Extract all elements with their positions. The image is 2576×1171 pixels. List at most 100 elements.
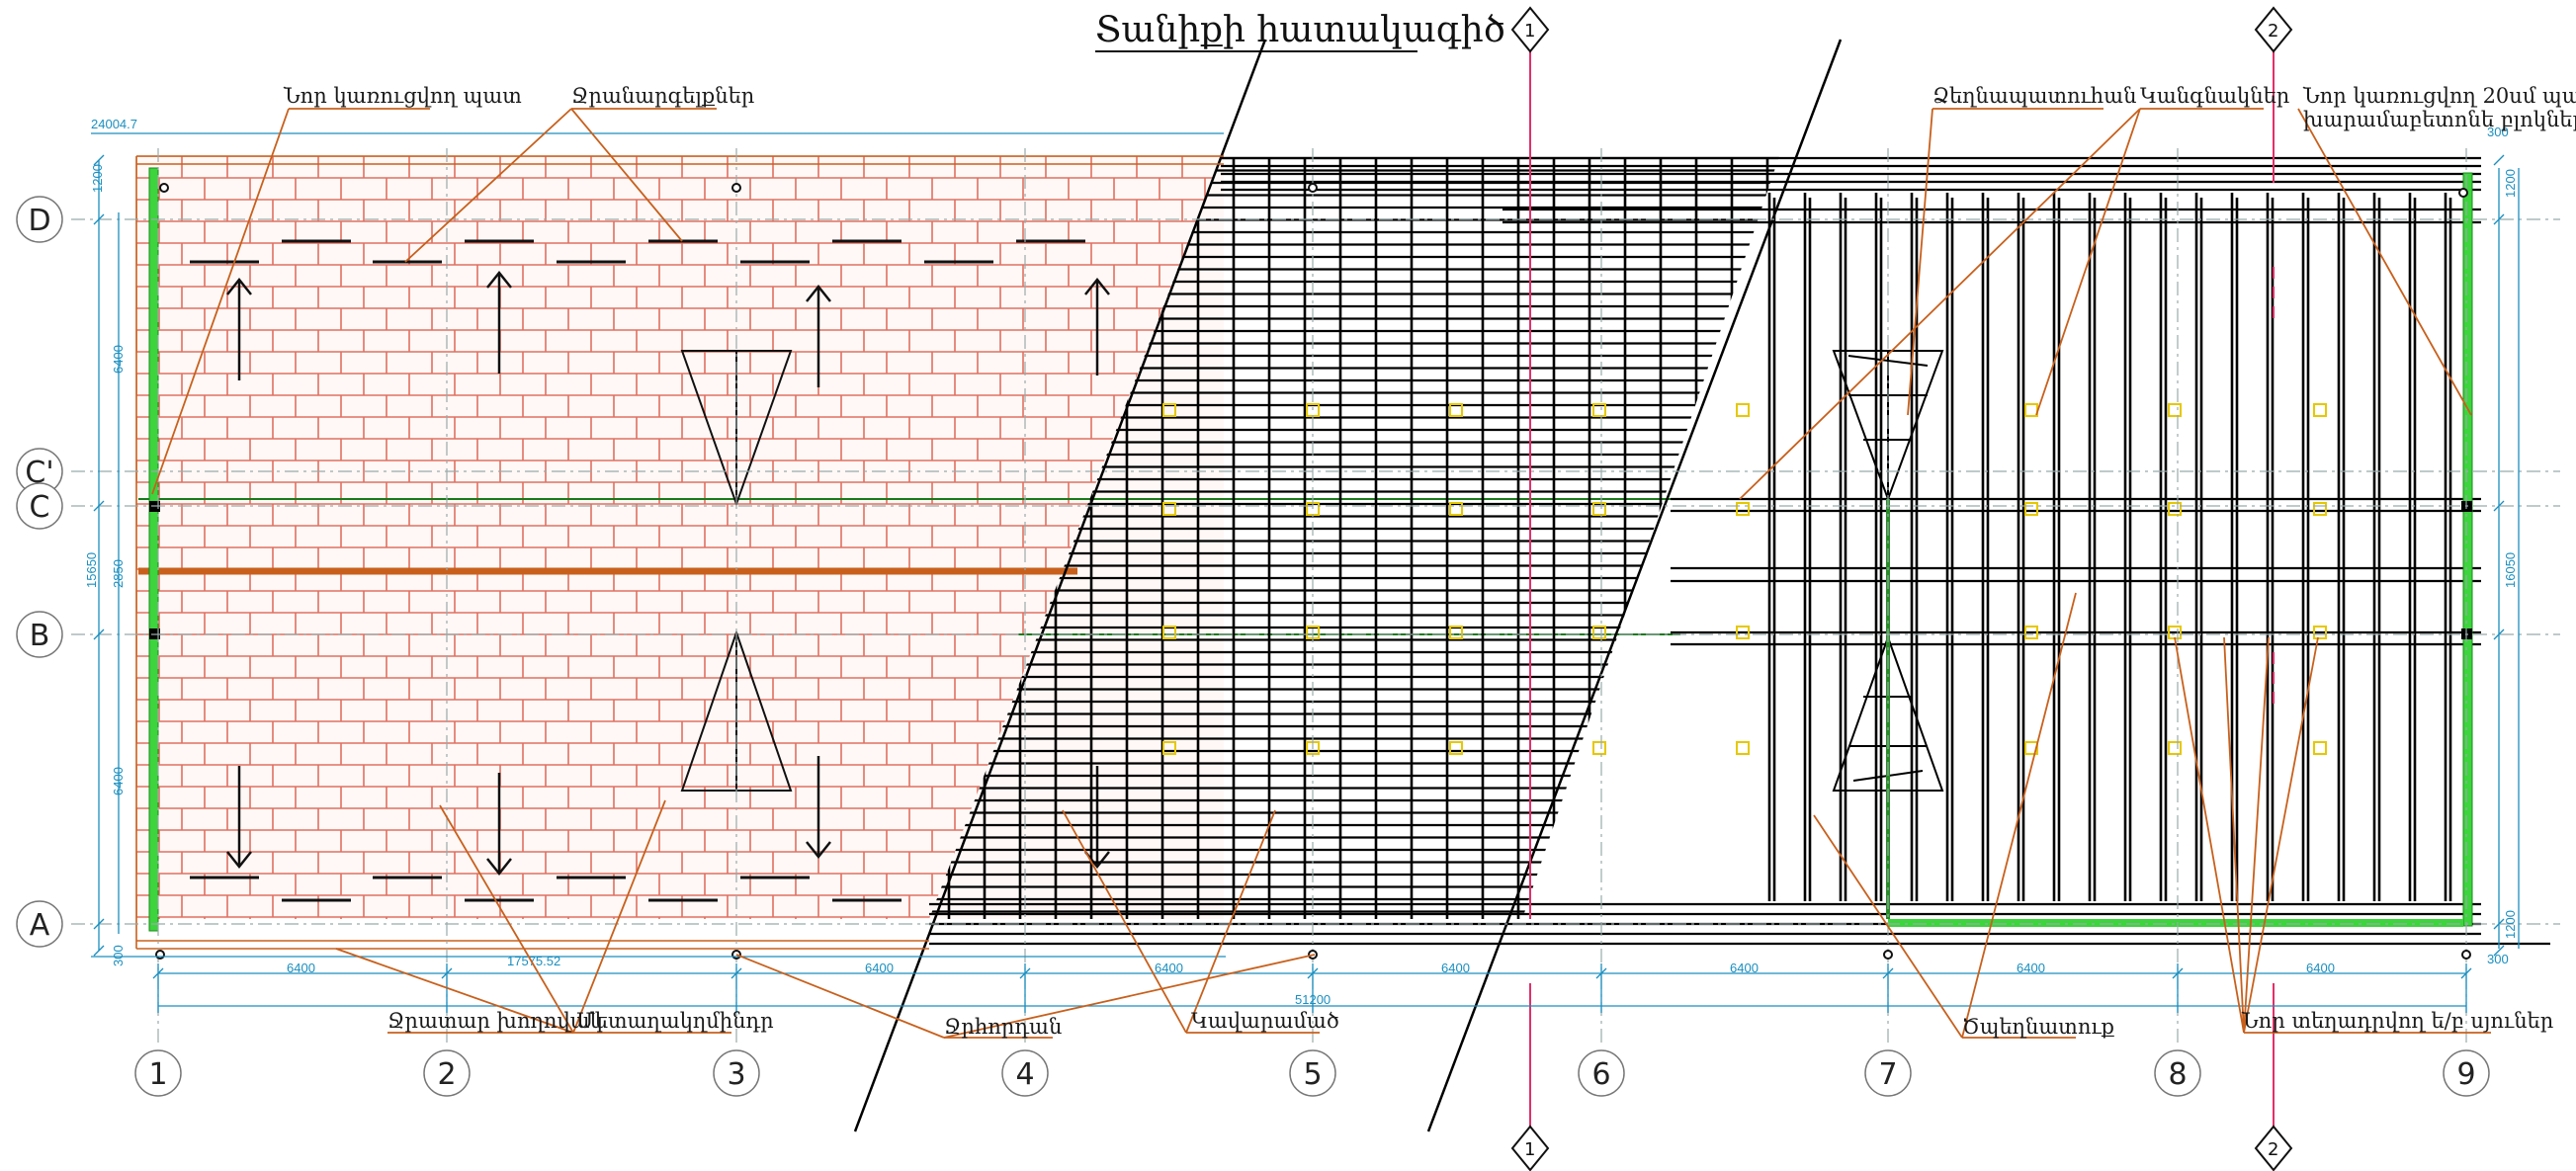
grid-bubble-col: 9 <box>2443 1049 2490 1097</box>
dim-right-bottom: 1200 <box>2503 910 2518 939</box>
drawing-title: Տանիքի հատակագիծ <box>1095 10 1505 50</box>
column-marker <box>2168 502 2182 516</box>
column-marker <box>2168 741 2182 755</box>
dim-right-total: 16050 <box>2503 552 2518 588</box>
column-marker <box>2168 403 2182 417</box>
column-marker <box>2313 502 2327 516</box>
column-marker <box>1592 403 1606 417</box>
dim-d-c: 6400 <box>111 345 126 374</box>
grid-bubble-row: D <box>16 196 63 243</box>
dim-bay: 6400 <box>1155 961 1183 975</box>
label-sheathing: Ձեղնապատուհան <box>1932 84 2136 108</box>
grid-bubble-col: 8 <box>2154 1049 2201 1097</box>
grid-bubble-col: 2 <box>423 1049 471 1097</box>
new-wall-bottom <box>1888 919 2463 927</box>
column-marker <box>1449 626 1463 639</box>
column-marker <box>1736 741 1750 755</box>
dim-c-b: 2850 <box>111 559 126 588</box>
metal-tile-area <box>136 156 1680 919</box>
dim-b-a: 6400 <box>111 767 126 795</box>
grid-col-label: 4 <box>1015 1057 1034 1092</box>
rafters-right <box>1767 193 2452 901</box>
column-marker <box>1449 403 1463 417</box>
grid-col-label: 1 <box>148 1057 167 1092</box>
dimension-ticks <box>93 154 2505 1013</box>
slope-arrows <box>226 270 1110 877</box>
grid-node-circles <box>155 183 2471 960</box>
grid-col-label: 5 <box>1303 1057 1322 1092</box>
grid-bubbles: 1 2 3 4 5 6 7 8 9DC'CBA <box>16 196 2490 1097</box>
dim-right-bottom-2: 300 <box>2487 952 2509 966</box>
grid-row-label: B <box>30 619 50 653</box>
column-marker <box>2313 626 2327 639</box>
column-marker <box>1162 403 1176 417</box>
dim-bottom-left: 17575.52 <box>507 954 560 968</box>
dim-right-top: 1200 <box>2503 169 2518 198</box>
dim-bottom-total: 51200 <box>1295 992 1331 1007</box>
dim-right-top-2: 300 <box>2487 125 2509 139</box>
section-marker-1-top: 1 <box>1510 6 1550 53</box>
column-marker <box>1449 502 1463 516</box>
grid-col-label: 7 <box>1878 1057 1897 1092</box>
grid-col-label: 2 <box>437 1057 456 1092</box>
dim-bay: 6400 <box>2306 961 2335 975</box>
column-marker <box>2313 741 2327 755</box>
grid-axis-lines <box>71 148 2560 1047</box>
dim-left-top: 1200 <box>90 164 105 193</box>
grid-bubble-row: B <box>16 611 63 658</box>
dim-top-total: 24004.7 <box>91 117 137 131</box>
dim-bay: 6400 <box>865 961 894 975</box>
section-marker-2-top: 2 <box>2254 6 2293 53</box>
grid-bubble-row: C <box>16 482 63 530</box>
column-marker <box>2024 502 2038 516</box>
dim-left-total: 15650 <box>84 552 99 588</box>
dim-bay: 6400 <box>1730 961 1759 975</box>
section-marker-1-bottom: 1 <box>1510 1125 1550 1171</box>
water-outlets-top <box>190 239 1085 264</box>
label-new-wall: Նոր կառուցվող պատ <box>283 84 522 108</box>
column-marker <box>2024 626 2038 639</box>
label-overhang: Կավարամած <box>1191 1009 1339 1033</box>
label-drainpipe: Ջրհորդան <box>944 1015 1062 1039</box>
label-trusses: Կանգնակներ <box>2140 84 2289 108</box>
new-wall-left <box>148 167 159 932</box>
label-metal-tiles: Մետաղակղմինդր <box>576 1009 774 1033</box>
column-marker <box>2024 741 2038 755</box>
label-water-outlets: Ջրանարգելքներ <box>571 84 754 108</box>
column-marker <box>1592 626 1606 639</box>
section-label: 2 <box>2268 1139 2278 1160</box>
grid-col-label: 8 <box>2168 1057 2187 1092</box>
grid-bubble-row: A <box>16 900 63 948</box>
column-marker <box>2313 403 2327 417</box>
grid-row-label: A <box>30 908 50 943</box>
section-lines <box>1529 47 2275 1127</box>
column-marker <box>1736 403 1750 417</box>
grid-bubble-col: 4 <box>1001 1049 1049 1097</box>
break-line-2 <box>1426 39 1843 1132</box>
water-outlets-bottom <box>190 876 902 902</box>
label-new-wall-20-line2: խարամաբետոնե բլոկներով <box>2303 108 2576 131</box>
grid-bubble-col: 1 <box>134 1049 182 1097</box>
label-gutter: Ջրատար խողովակ <box>387 1009 603 1033</box>
grid-bubble-col: 3 <box>713 1049 760 1097</box>
column-marker <box>1736 502 1750 516</box>
label-new-wall-20: Նոր կառուցվող 20սմ պատ <box>2302 84 2576 108</box>
dim-bay: 6400 <box>1441 961 1470 975</box>
leader-lines <box>151 108 2491 1039</box>
dim-bay: 6400 <box>2017 961 2045 975</box>
grid-bubble-col: 5 <box>1289 1049 1336 1097</box>
column-marker <box>1162 626 1176 639</box>
dimension-lines <box>91 132 2520 1007</box>
grid-col-label: 9 <box>2456 1057 2475 1092</box>
grid-col-label: 3 <box>727 1057 745 1092</box>
column-marker <box>2024 403 2038 417</box>
new-wall-right <box>2462 172 2473 927</box>
dim-left-bottom: 300 <box>111 945 126 966</box>
grid-bubble-col: 6 <box>1578 1049 1625 1097</box>
column-marker <box>1449 741 1463 755</box>
break-line-1 <box>853 39 1267 1132</box>
grid-bubble-col: 7 <box>1864 1049 1912 1097</box>
column-marker <box>1592 741 1606 755</box>
dim-bay: 6400 <box>287 961 315 975</box>
